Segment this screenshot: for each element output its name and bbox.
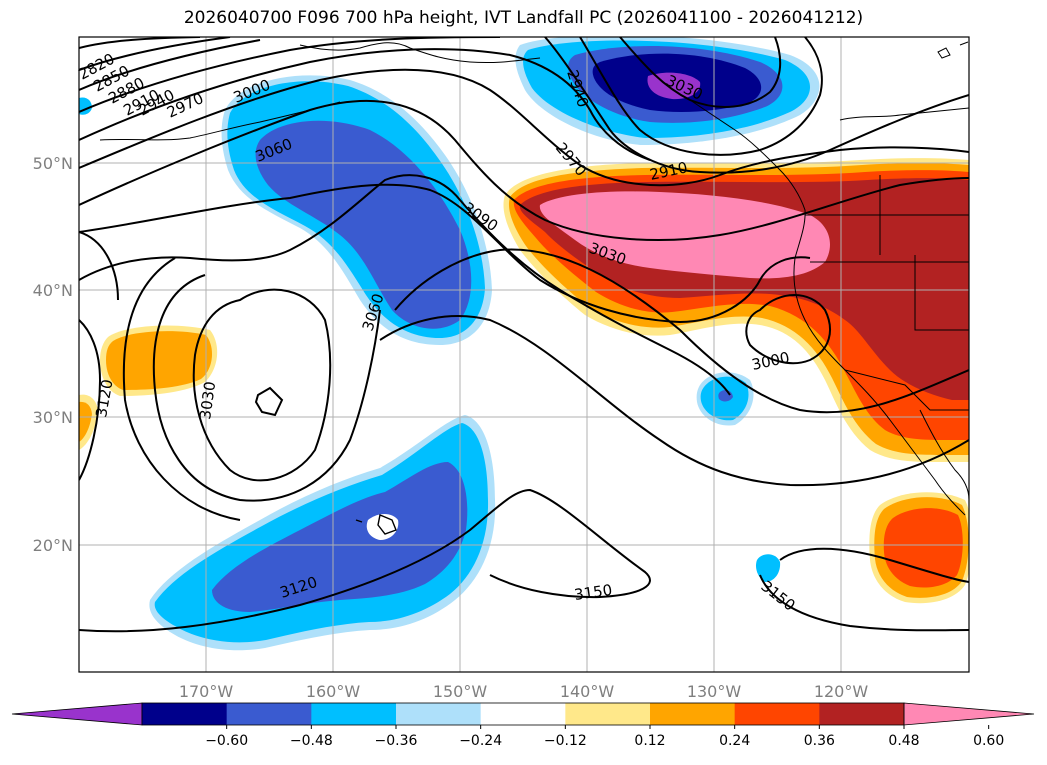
colorbar-tick-label: 0.24 xyxy=(719,733,750,749)
colorbar-extend-max xyxy=(903,702,1035,726)
map-frame xyxy=(78,36,970,673)
colorbar-tick-label: −0.12 xyxy=(544,733,587,749)
colorbar: −0.60 −0.48 −0.36 −0.24 −0.12 0.12 0.24 0.36 0.4… xyxy=(11,702,1035,749)
lon-label-150w: 150°W xyxy=(433,682,488,701)
colorbar-tick-label: 0.60 xyxy=(973,733,1004,749)
lon-label-120w: 120°W xyxy=(814,682,869,701)
map-title: 2026040700 F096 700 hPa height, IVT Land… xyxy=(183,8,864,28)
colorbar-tick-label: −0.48 xyxy=(290,733,333,749)
lat-label-30n: 30°N xyxy=(33,408,73,427)
lon-label-170w: 170°W xyxy=(179,682,234,701)
colorbar-bin xyxy=(142,703,228,725)
contour-label: 3120 xyxy=(92,378,116,419)
lon-label-140w: 140°W xyxy=(560,682,615,701)
neg-spot-18n-127w xyxy=(755,554,781,582)
colorbar-tick-label: 0.48 xyxy=(888,733,919,749)
colorbar-bin xyxy=(311,703,397,725)
lat-label-40n: 40°N xyxy=(33,281,73,300)
colorbar-bin xyxy=(734,703,820,725)
colorbar-frame xyxy=(141,702,905,726)
lon-label-160w: 160°W xyxy=(306,682,361,701)
graticule xyxy=(79,37,969,672)
lat-label-20n: 20°N xyxy=(33,536,73,555)
longitude-labels: 170°W 160°W 150°W 140°W 130°W 120°W xyxy=(179,682,869,701)
contour-labels: 2820 2850 2880 2910 2940 2970 3000 3060 … xyxy=(75,50,798,615)
colorbar-tick-label: −0.60 xyxy=(205,733,248,749)
lon-label-130w: 130°W xyxy=(687,682,742,701)
colorbar-tick-label: −0.24 xyxy=(459,733,502,749)
contour-label: 3030 xyxy=(196,380,219,420)
lat-label-50n: 50°N xyxy=(33,154,73,173)
colorbar-bin xyxy=(396,703,482,725)
colorbar-extend-min xyxy=(11,702,143,726)
colorbar-tick-label: 0.12 xyxy=(634,733,665,749)
colorbar-bin xyxy=(480,703,566,725)
ivt-shading xyxy=(79,37,969,651)
colorbar-tick-label: −0.36 xyxy=(375,733,418,749)
colorbar-bin xyxy=(650,703,736,725)
colorbar-bin xyxy=(565,703,651,725)
colorbar-bin xyxy=(226,703,312,725)
latitude-labels: 50°N 40°N 30°N 20°N xyxy=(33,154,73,555)
colorbar-bin xyxy=(819,703,905,725)
contour-label: 3000 xyxy=(750,348,791,374)
colorbar-tick-label: 0.36 xyxy=(804,733,835,749)
coastlines xyxy=(99,41,969,535)
contour-label: 3150 xyxy=(573,581,613,604)
